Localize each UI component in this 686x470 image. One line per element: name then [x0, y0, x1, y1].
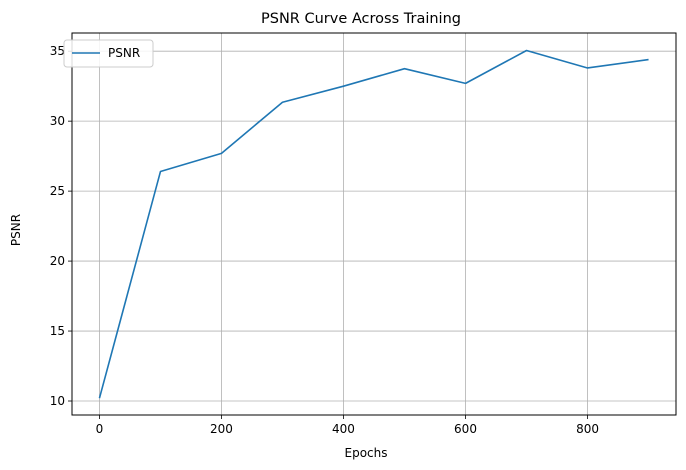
- y-tick-label: 25: [50, 184, 65, 198]
- x-tick-label: 800: [576, 422, 599, 436]
- x-tick-label: 600: [454, 422, 477, 436]
- y-axis-label: PSNR: [9, 214, 23, 246]
- legend-label-psnr: PSNR: [108, 46, 140, 60]
- x-tick-label: 200: [210, 422, 233, 436]
- x-tick-label: 0: [96, 422, 104, 436]
- x-tick-label: 400: [332, 422, 355, 436]
- axes-frame: [71, 32, 677, 416]
- chart-title: PSNR Curve Across Training: [261, 11, 461, 27]
- grid-lines: [72, 33, 676, 415]
- y-tick-label: 20: [50, 254, 65, 268]
- series-line-psnr: [98, 49, 649, 399]
- legend-box: [63, 39, 154, 68]
- y-tick-label: 35: [50, 44, 65, 58]
- x-axis-ticks: 0 200 400 600 800: [96, 415, 599, 436]
- y-tick-label: 15: [50, 324, 65, 338]
- series-layer: [98, 49, 649, 399]
- x-axis-label: Epochs: [345, 446, 388, 460]
- y-axis-ticks: 10 15 20 25 30 35: [50, 44, 72, 408]
- y-tick-label: 30: [50, 114, 65, 128]
- legend: PSNR: [63, 39, 154, 68]
- y-tick-label: 10: [50, 394, 65, 408]
